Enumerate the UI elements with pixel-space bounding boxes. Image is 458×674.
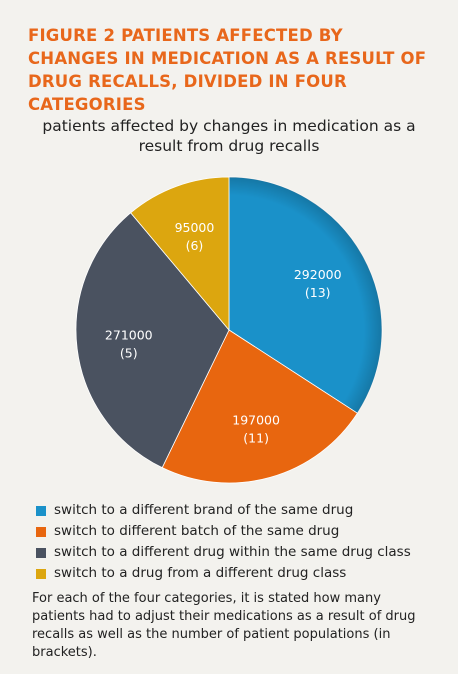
slice-populations-label: (11) [243, 430, 269, 445]
slice-value-label: 271000 [105, 327, 153, 342]
pie-slice [161, 329, 358, 484]
legend-swatch [36, 505, 46, 516]
legend-item: switch to different batch of the same dr… [36, 521, 436, 542]
legend-swatch [36, 526, 46, 537]
slice-value-label: 197000 [232, 412, 280, 427]
legend: switch to a different brand of the same … [36, 500, 436, 584]
slice-value-label: 292000 [294, 267, 342, 282]
legend-swatch [36, 568, 46, 579]
legend-label: switch to a drug from a different drug c… [54, 565, 347, 581]
pie-slice [75, 212, 230, 469]
slice-value-label: 95000 [175, 220, 215, 235]
legend-item: switch to a drug from a different drug c… [36, 563, 436, 584]
legend-label: switch to a different drug within the sa… [54, 544, 411, 560]
slice-populations-label: (5) [120, 345, 138, 360]
legend-item: switch to a different drug within the sa… [36, 542, 436, 563]
chart-title: patients affected by changes in medicati… [42, 117, 416, 155]
figure-title: FIGURE 2 PATIENTS AFFECTED BY CHANGES IN… [28, 26, 427, 114]
slice-populations-label: (6) [186, 238, 204, 253]
slice-populations-label: (13) [305, 285, 331, 300]
figure-note: For each of the four categories, it is s… [32, 591, 416, 660]
pie-chart: 292000 (13) 197000 (11) 271000 (5) 95000 (6) [75, 176, 383, 484]
legend-item: switch to a different brand of the same … [36, 500, 436, 521]
legend-label: switch to a different brand of the same … [54, 502, 354, 518]
pie-slice [130, 176, 230, 332]
legend-swatch [36, 547, 46, 558]
legend-label: switch to different batch of the same dr… [54, 523, 340, 539]
